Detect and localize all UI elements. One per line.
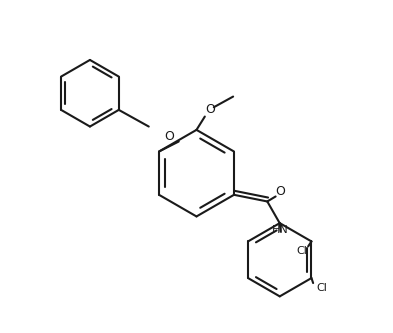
Text: O: O [164, 130, 174, 143]
Text: HN: HN [272, 225, 289, 235]
Text: Cl: Cl [296, 246, 307, 256]
Text: O: O [275, 185, 286, 198]
Text: O: O [205, 103, 215, 117]
Text: Cl: Cl [316, 283, 327, 293]
